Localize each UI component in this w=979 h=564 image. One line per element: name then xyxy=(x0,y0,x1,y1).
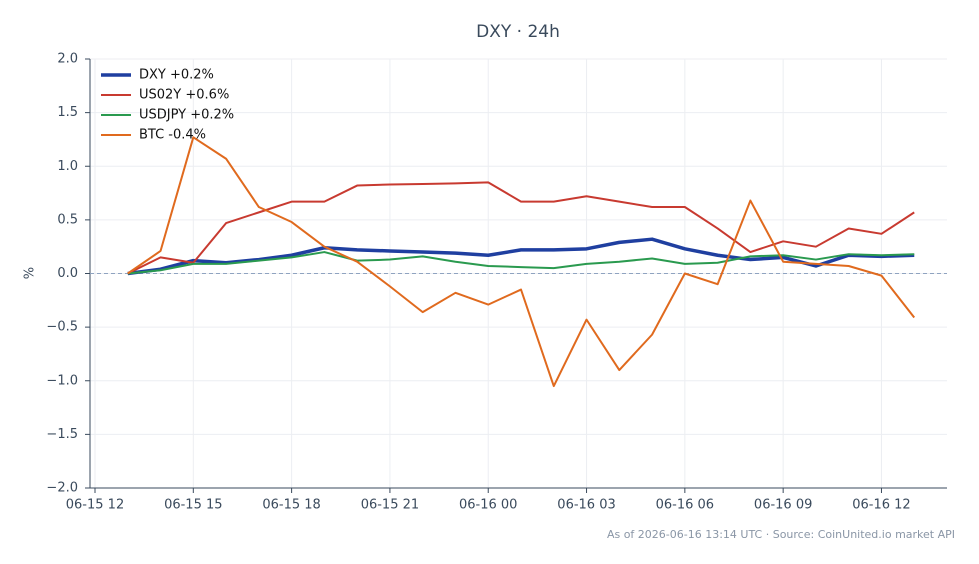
chart-title: DXY · 24h xyxy=(476,22,560,42)
series-line xyxy=(127,251,915,275)
x-tick-label: 06-16 06 xyxy=(656,498,714,513)
series-line xyxy=(127,136,916,388)
legend-label: DXY +0.2% xyxy=(139,68,214,83)
x-tick-label: 06-15 15 xyxy=(164,498,222,513)
y-tick-label: 1.0 xyxy=(57,159,78,174)
y-axis-label: % xyxy=(23,267,38,279)
y-tick-label: −1.5 xyxy=(46,427,78,442)
y-tick-label: −2.0 xyxy=(46,481,78,496)
x-tick-label: 06-15 12 xyxy=(66,498,124,513)
y-tick-label: 0.5 xyxy=(57,212,78,227)
x-tick-label: 06-16 03 xyxy=(557,498,615,513)
series-line xyxy=(127,181,915,275)
x-tick-label: 06-16 09 xyxy=(754,498,812,513)
y-tick-label: −0.5 xyxy=(46,320,78,335)
y-tick-label: −1.0 xyxy=(46,373,78,388)
y-tick-label: 1.5 xyxy=(57,105,78,120)
legend-label: USDJPY +0.2% xyxy=(139,108,234,123)
x-tick-label: 06-16 12 xyxy=(852,498,910,513)
y-tick-label: 2.0 xyxy=(57,52,78,67)
x-tick-label: 06-15 21 xyxy=(361,498,419,513)
legend-label: US02Y +0.6% xyxy=(139,88,229,103)
y-tick-label: 0.0 xyxy=(57,266,78,281)
source-note: As of 2026-06-16 13:14 UTC · Source: Coi… xyxy=(607,528,955,541)
series-line xyxy=(127,237,915,276)
x-tick-label: 06-15 18 xyxy=(262,498,320,513)
legend-label: BTC -0.4% xyxy=(139,128,206,143)
x-tick-label: 06-16 00 xyxy=(459,498,517,513)
